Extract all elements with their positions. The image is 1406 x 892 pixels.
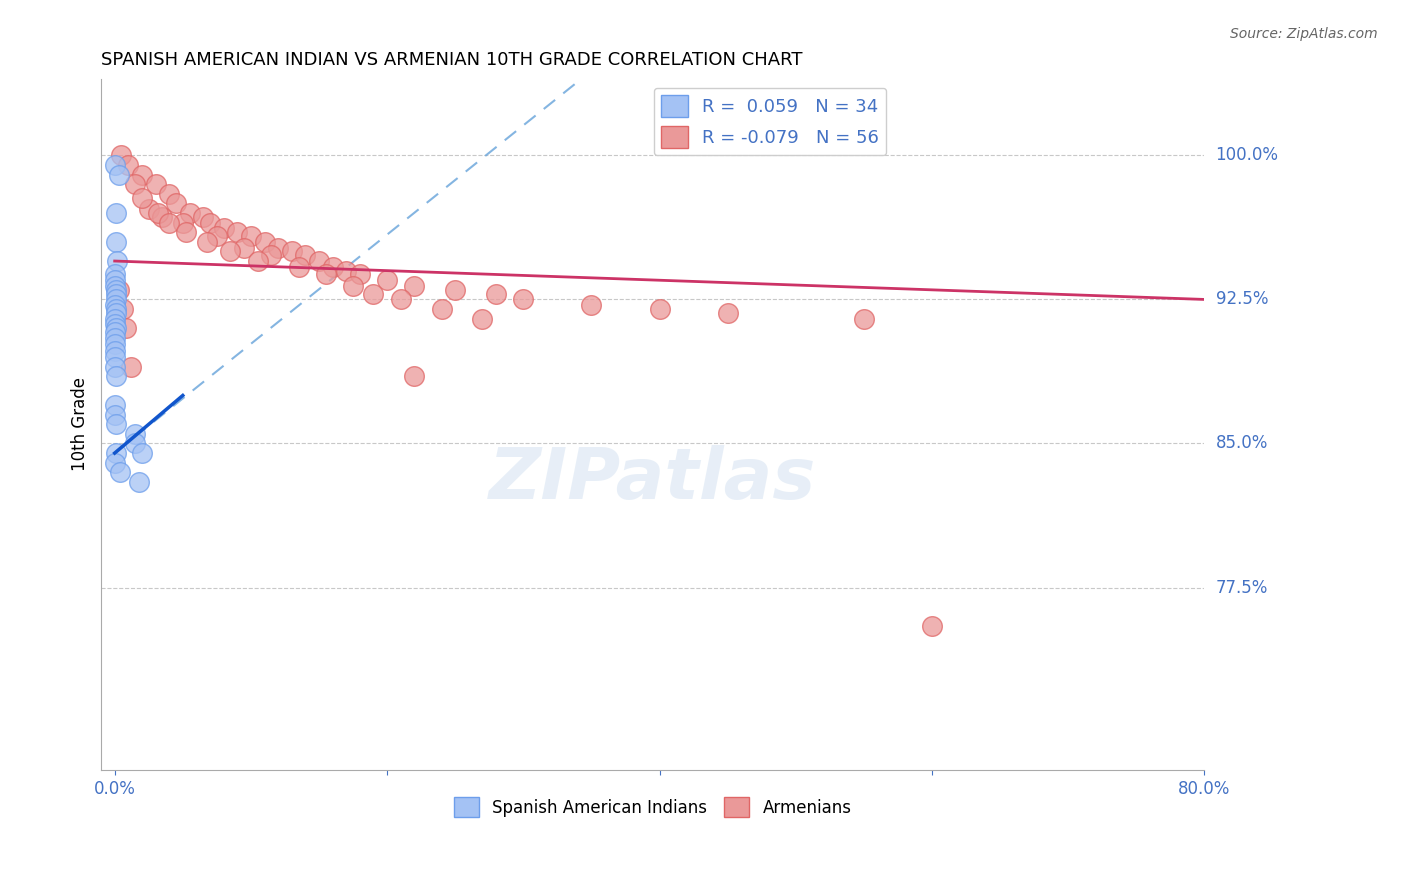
- Point: [193, 210, 215, 224]
- Point: [281, 244, 304, 259]
- Point: [471, 311, 494, 326]
- Point: [104, 158, 127, 172]
- Point: [104, 417, 127, 432]
- Point: [104, 344, 127, 359]
- Text: 100.0%: 100.0%: [1216, 146, 1278, 164]
- Point: [172, 216, 194, 230]
- Point: [322, 260, 344, 274]
- Point: [349, 268, 371, 282]
- Point: [104, 350, 127, 364]
- Point: [111, 301, 134, 316]
- Point: [124, 436, 146, 450]
- Point: [430, 301, 453, 316]
- Point: [287, 260, 309, 274]
- Point: [852, 311, 875, 326]
- Point: [104, 279, 127, 293]
- Point: [105, 293, 128, 307]
- Point: [246, 254, 269, 268]
- Point: [404, 369, 426, 384]
- Point: [105, 286, 128, 301]
- Point: [150, 210, 173, 224]
- Point: [104, 311, 127, 326]
- Point: [104, 325, 127, 339]
- Point: [157, 186, 180, 201]
- Point: [131, 446, 153, 460]
- Point: [294, 248, 316, 262]
- Point: [104, 336, 127, 351]
- Point: [104, 398, 127, 412]
- Point: [105, 235, 128, 249]
- Point: [104, 359, 127, 374]
- Point: [389, 293, 412, 307]
- Point: [104, 331, 127, 345]
- Point: [921, 619, 943, 633]
- Point: [104, 456, 127, 470]
- Point: [104, 268, 127, 282]
- Point: [104, 298, 127, 312]
- Point: [335, 263, 357, 277]
- Point: [120, 359, 142, 374]
- Point: [104, 408, 127, 422]
- Point: [253, 235, 276, 249]
- Point: [444, 283, 467, 297]
- Point: [267, 241, 290, 255]
- Point: [165, 196, 187, 211]
- Point: [174, 225, 197, 239]
- Point: [205, 229, 228, 244]
- Point: [308, 254, 330, 268]
- Point: [648, 301, 671, 316]
- Point: [104, 273, 127, 287]
- Point: [226, 225, 249, 239]
- Text: 92.5%: 92.5%: [1216, 291, 1268, 309]
- Point: [195, 235, 218, 249]
- Point: [105, 254, 128, 268]
- Point: [239, 229, 262, 244]
- Point: [179, 206, 201, 220]
- Point: [145, 178, 167, 192]
- Text: 85.0%: 85.0%: [1216, 434, 1268, 452]
- Point: [124, 178, 146, 192]
- Point: [104, 321, 127, 335]
- Point: [342, 279, 364, 293]
- Point: [114, 321, 136, 335]
- Point: [107, 168, 129, 182]
- Point: [512, 293, 534, 307]
- Text: SPANISH AMERICAN INDIAN VS ARMENIAN 10TH GRADE CORRELATION CHART: SPANISH AMERICAN INDIAN VS ARMENIAN 10TH…: [101, 51, 803, 69]
- Point: [260, 248, 283, 262]
- Point: [315, 268, 337, 282]
- Point: [212, 221, 235, 235]
- Point: [375, 273, 398, 287]
- Text: Source: ZipAtlas.com: Source: ZipAtlas.com: [1230, 27, 1378, 41]
- Point: [104, 301, 127, 316]
- Point: [157, 216, 180, 230]
- Point: [124, 426, 146, 441]
- Point: [717, 306, 740, 320]
- Point: [104, 369, 127, 384]
- Point: [105, 306, 128, 320]
- Point: [138, 202, 160, 216]
- Point: [219, 244, 242, 259]
- Point: [131, 168, 153, 182]
- Point: [363, 286, 385, 301]
- Point: [104, 206, 127, 220]
- Point: [233, 241, 256, 255]
- Point: [404, 279, 426, 293]
- Point: [108, 465, 131, 479]
- Point: [110, 148, 132, 162]
- Point: [117, 158, 139, 172]
- Point: [485, 286, 508, 301]
- Point: [128, 475, 150, 489]
- Point: [131, 191, 153, 205]
- Point: [104, 318, 127, 332]
- Point: [107, 283, 129, 297]
- Text: 77.5%: 77.5%: [1216, 579, 1268, 597]
- Text: ZIPatlas: ZIPatlas: [489, 445, 817, 514]
- Point: [148, 206, 170, 220]
- Point: [104, 283, 127, 297]
- Point: [198, 216, 221, 230]
- Point: [581, 298, 603, 312]
- Legend: Spanish American Indians, Armenians: Spanish American Indians, Armenians: [447, 790, 858, 824]
- Point: [104, 446, 127, 460]
- Y-axis label: 10th Grade: 10th Grade: [72, 377, 89, 471]
